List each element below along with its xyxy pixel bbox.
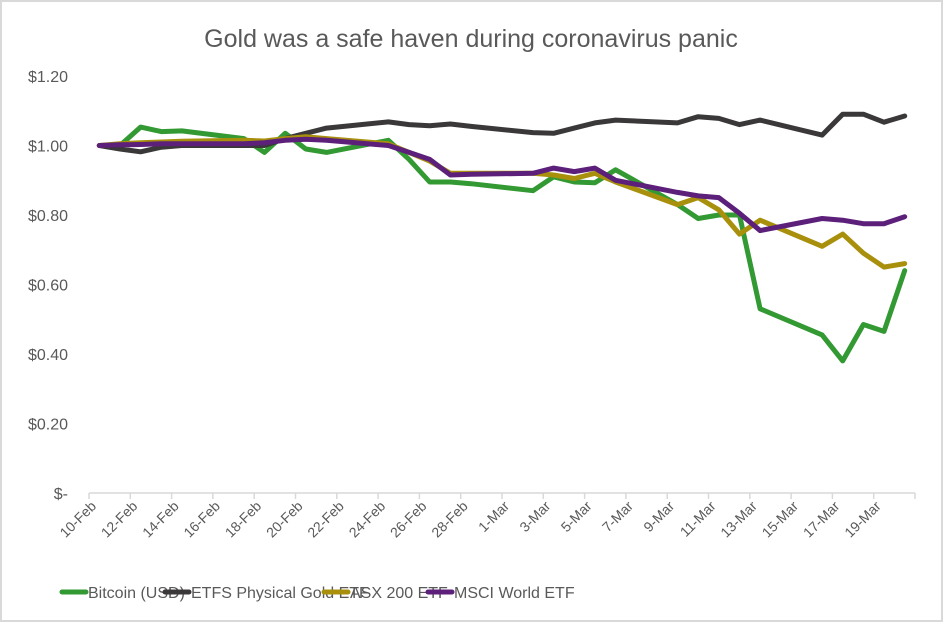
x-tick-label: 14-Feb [139,498,182,541]
y-tick-label: $0.20 [28,417,68,434]
legend-item: ETFS Physical Gold ETF [162,585,369,602]
legend-item: ASX 200 ETF [321,585,448,602]
chart-title: Gold was a safe haven during coronavirus… [204,25,738,53]
x-tick-label: 9-Mar [640,498,677,535]
legend-label: Bitcoin (USD) [88,585,185,602]
x-tick-label: 19-Mar [841,498,884,541]
x-tick-label: 5-Mar [558,498,595,535]
x-tick-label: 15-Mar [759,498,802,541]
legend-label: ASX 200 ETF [350,585,448,602]
x-tick-label: 16-Feb [180,498,223,541]
x-tick-label: 17-Mar [800,498,843,541]
x-tick-label: 18-Feb [222,498,265,541]
x-tick-label: 13-Mar [717,498,760,541]
x-tick-label: 26-Feb [387,498,430,541]
x-axis: 10-Feb12-Feb14-Feb16-Feb18-Feb20-Feb22-F… [56,492,916,541]
legend-label: MSCI World ETF [454,585,575,602]
x-tick-label: 22-Feb [304,498,347,541]
x-tick-label: 10-Feb [56,498,99,541]
x-tick-label: 3-Mar [516,498,553,535]
y-axis: $- $0.20 $0.40 $0.60 $0.80 $1.00 $1.20 [28,69,68,503]
y-tick-label: $- [54,486,68,503]
y-tick-label: $0.80 [28,208,68,225]
x-tick-label: 1-Mar [475,498,512,535]
x-tick-label: 20-Feb [263,498,306,541]
series-line-asx-200-etf [96,134,908,270]
x-tick-label: 11-Mar [677,498,719,540]
y-tick-label: $0.40 [28,347,68,364]
x-tick-label: 12-Feb [98,498,141,541]
series-line-msci-world-etf [96,136,908,234]
x-tick-label: 24-Feb [346,498,389,541]
x-tick-label: 7-Mar [599,498,636,535]
x-tick-label: 28-Feb [428,498,471,541]
y-tick-label: $1.00 [28,139,68,156]
y-tick-label: $1.20 [28,69,68,86]
legend-label: ETFS Physical Gold ETF [191,585,369,602]
legend-item: MSCI World ETF [425,585,575,602]
series-lines [96,111,908,364]
legend-item: Bitcoin (USD) [59,585,185,602]
series-line-bitcoin-usd [96,124,908,364]
y-tick-label: $0.60 [28,278,68,295]
